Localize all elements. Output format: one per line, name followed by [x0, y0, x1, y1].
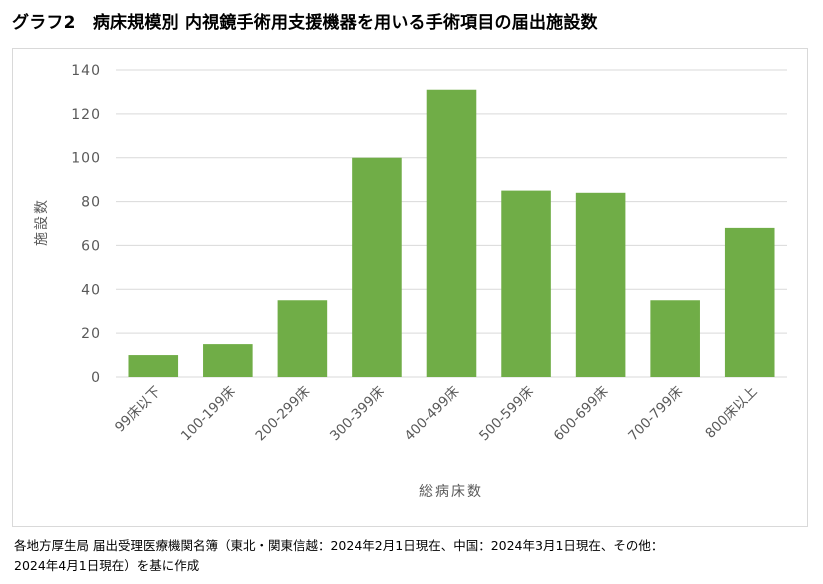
- x-tick-label: 99床以下: [112, 384, 164, 436]
- bar-8: [650, 300, 700, 377]
- bar-4: [352, 157, 402, 377]
- x-tick-label: 800床以上: [702, 384, 760, 442]
- bar-3: [277, 300, 328, 377]
- y-tick-label: 140: [71, 63, 101, 79]
- bar-2: [203, 344, 253, 377]
- x-tick-label: 500-599床: [476, 383, 537, 444]
- chart-title: グラフ2 病床規模別 内視鏡手術用支援機器を用いる手術項目の届出施設数: [12, 13, 598, 33]
- bar-6: [501, 190, 551, 377]
- y-tick-label: 0: [91, 370, 101, 386]
- y-tick-label: 60: [81, 238, 101, 254]
- chart-frame: [12, 48, 808, 527]
- bar-1: [128, 355, 179, 377]
- x-tick-label: 100-199床: [178, 383, 239, 444]
- x-tick-label: 300-399床: [327, 383, 388, 444]
- source-note-line-1: 各地方厚生局 届出受理医療機関名簿（東北・関東信越：2024年2月1日現在、中国…: [14, 538, 664, 553]
- bar-9: [724, 227, 775, 377]
- y-tick-label: 80: [81, 195, 101, 211]
- x-tick-label: 200-299床: [252, 383, 313, 444]
- y-tick-label: 40: [81, 282, 101, 298]
- y-tick-label: 120: [71, 107, 101, 123]
- bar-5: [426, 89, 477, 377]
- source-note-line-2: 2024年4月1日現在）を基に作成: [14, 558, 200, 573]
- x-axis-label: 総病床数: [419, 484, 483, 500]
- bar-7: [575, 192, 626, 377]
- x-tick-label: 700-799床: [625, 383, 686, 444]
- y-axis-label: 施設数: [34, 198, 50, 246]
- x-tick-labels: 99床以下 100-199床 200-299床 300-399床 400-499床 500…: [112, 383, 761, 444]
- x-tick-label: 400-499床: [402, 383, 463, 444]
- x-tick-label: 600-699床: [551, 383, 612, 444]
- source-note: 各地方厚生局 届出受理医療機関名簿（東北・関東信越：2024年2月1日現在、中国…: [14, 536, 814, 576]
- y-tick-labels: 0 20 40 60 80 100 120 140: [71, 63, 101, 386]
- y-tick-label: 100: [71, 151, 101, 167]
- bars: [128, 89, 775, 377]
- y-tick-label: 20: [81, 326, 101, 342]
